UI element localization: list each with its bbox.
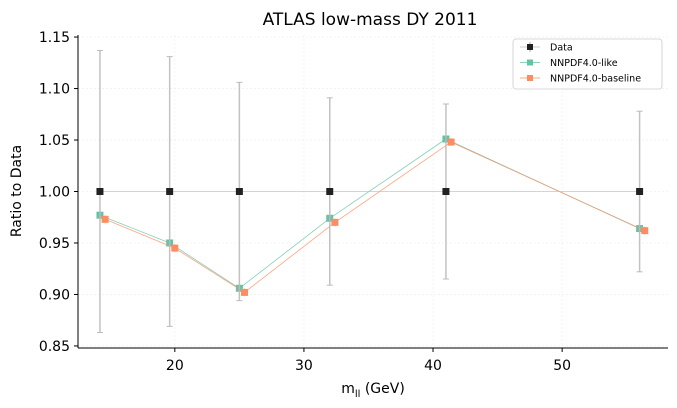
data-point — [447, 138, 455, 146]
data-point — [171, 244, 179, 252]
legend-swatch-marker — [527, 59, 533, 66]
y-tick-label: 1.00 — [39, 185, 70, 201]
x-tick-label: 20 — [166, 358, 184, 374]
data-point — [241, 288, 249, 296]
legend-label: NNPDF4.0-like — [550, 58, 618, 69]
x-tick-label: 40 — [424, 358, 442, 374]
x-axis-title-subscript: ll — [355, 389, 361, 400]
y-tick-label: 0.95 — [39, 236, 70, 252]
y-tick-label: 0.90 — [39, 287, 70, 303]
chart-title: ATLAS low-mass DY 2011 — [263, 10, 478, 30]
y-tick-label: 1.05 — [39, 133, 70, 149]
data-point — [166, 188, 174, 195]
x-axis-title-main: m — [341, 381, 355, 397]
series — [96, 49, 649, 334]
x-axis-title: mll (GeV) — [341, 381, 405, 400]
data-point — [331, 218, 339, 226]
data-point — [326, 188, 334, 195]
x-axis-title-unit: (GeV) — [360, 381, 404, 397]
data-point — [641, 227, 649, 235]
y-tick-label: 0.85 — [39, 339, 70, 355]
legend-label: Data — [550, 43, 573, 54]
x-tick-label: 50 — [553, 358, 571, 374]
legend-frame — [512, 38, 663, 90]
x-tick-label: 30 — [295, 358, 313, 374]
legend-swatch-marker — [527, 44, 533, 50]
data-point — [636, 188, 644, 195]
data-point — [101, 215, 109, 223]
series-line — [104, 141, 645, 293]
data-point — [235, 188, 243, 195]
legend-swatch-marker — [527, 75, 533, 81]
legend: Data NNPDF4.0-like NNPDF4.0-baseline — [512, 38, 663, 90]
y-axis-title: Ratio to Data — [9, 145, 25, 237]
y-tick-label: 1.10 — [39, 82, 70, 98]
data-point — [96, 188, 104, 195]
data-point — [442, 188, 450, 195]
series-line — [99, 138, 640, 289]
legend-label: NNPDF4.0-baseline — [550, 74, 641, 85]
ticks: 0.85 0.90 0.95 1.00 1.05 1.10 1.15 20 30 40 50 — [39, 30, 571, 374]
y-tick-label: 1.15 — [39, 30, 70, 46]
